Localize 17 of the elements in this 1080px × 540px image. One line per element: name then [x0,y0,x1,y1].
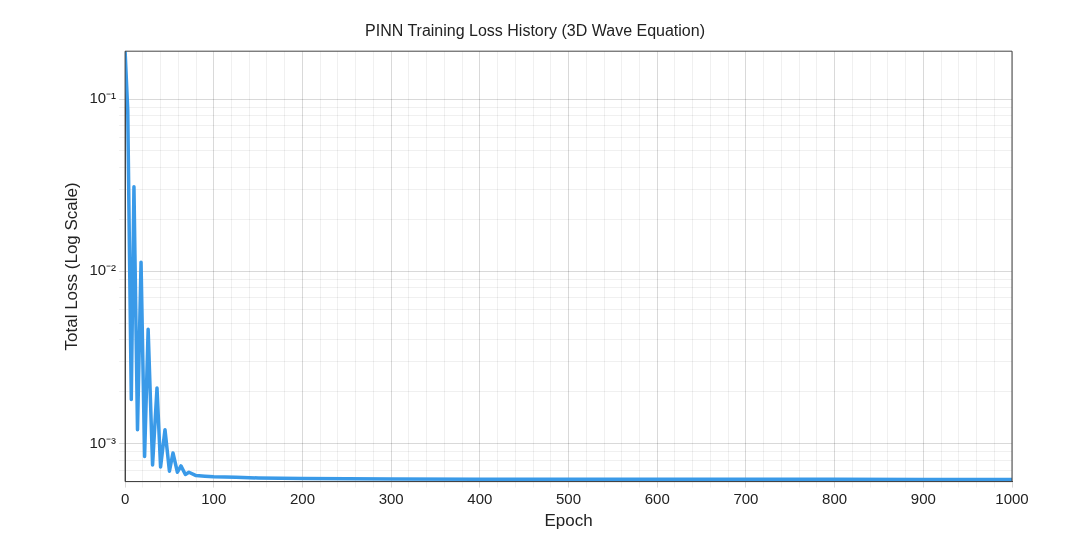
x-axis-title: Epoch [544,511,593,531]
x-tick-label: 900 [910,489,936,507]
y-tick-label: 10⁻³ [89,433,117,451]
x-tick-label: 200 [289,489,315,507]
chart-title: PINN Training Loss History (3D Wave Equation) [365,22,705,40]
x-tick-label: 700 [733,489,759,507]
x-tick-label: 1000 [995,489,1029,507]
x-tick-label: 500 [556,489,582,507]
y-axis-title: Total Loss (Log Scale) [61,182,81,351]
x-tick-label: 400 [467,489,493,507]
x-tick-label: 100 [201,489,227,507]
x-tick-label: 600 [644,489,670,507]
y-tick-label: 10⁻² [89,261,117,279]
x-tick-label: 300 [378,489,404,507]
x-tick-label: 800 [822,489,848,507]
x-tick-label: 0 [120,489,130,507]
y-tick-label: 10⁻¹ [89,89,117,107]
